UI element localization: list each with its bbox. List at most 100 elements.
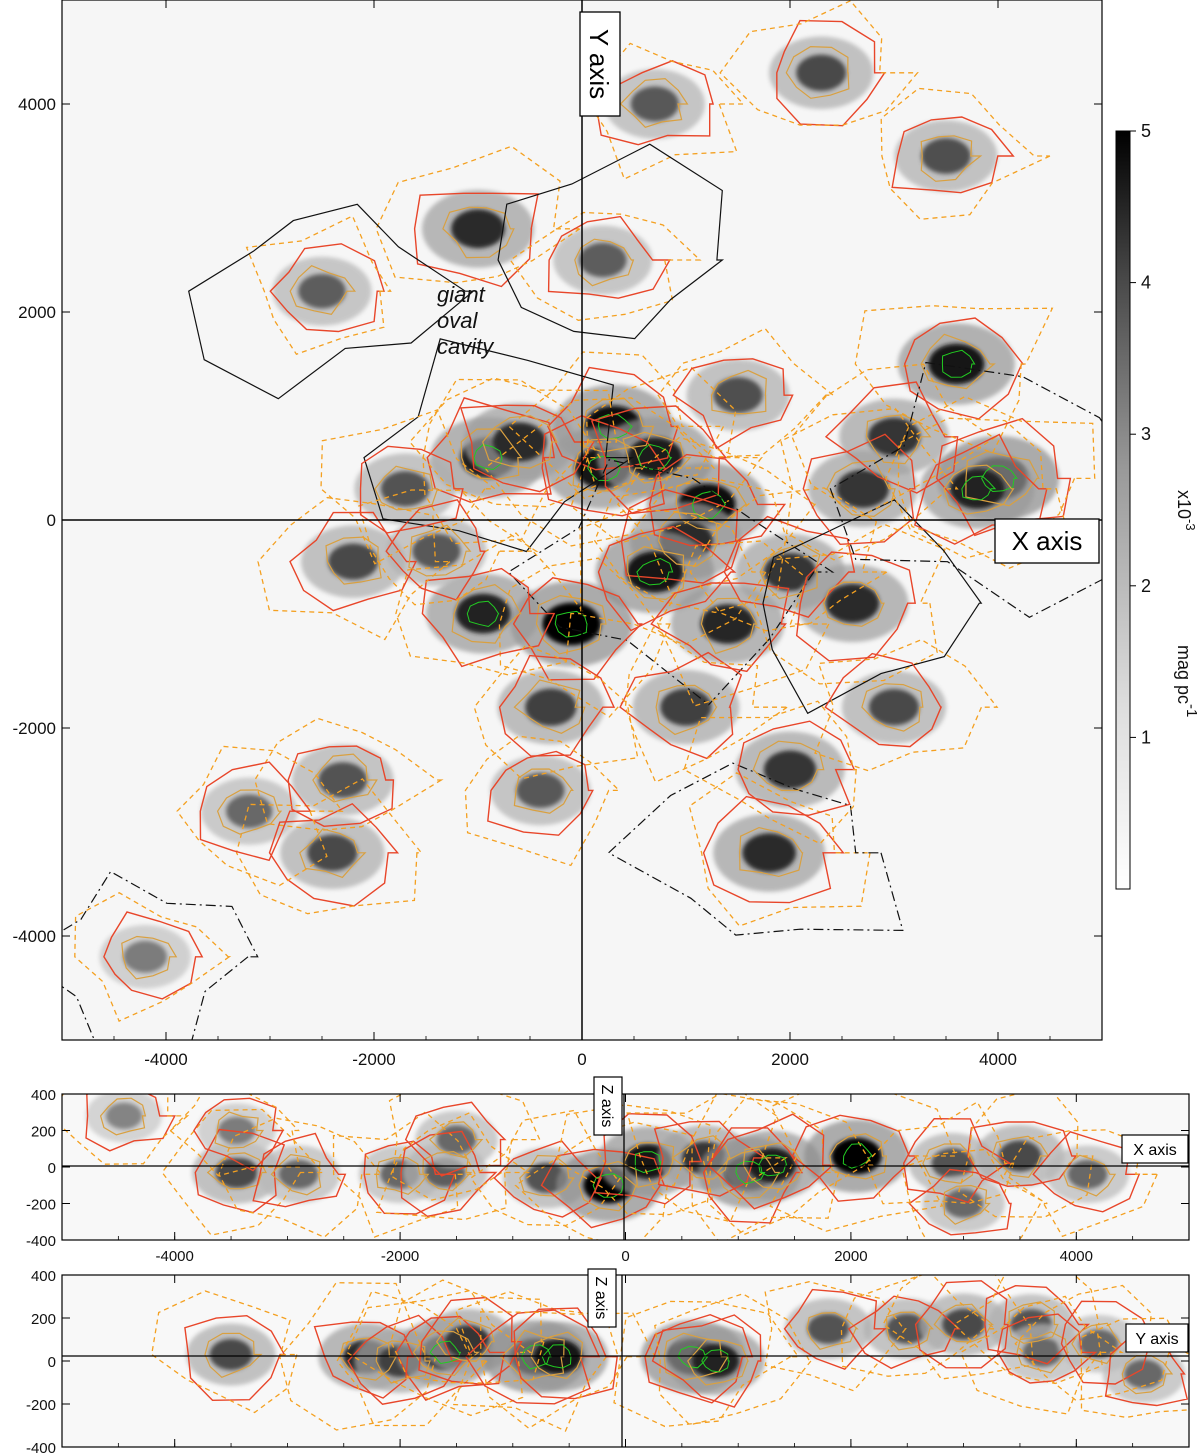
- contour-orange: [655, 684, 718, 736]
- x-axis-box: X axis: [994, 518, 1100, 564]
- x-tick-label: -4000: [144, 1050, 187, 1069]
- annotation-line-2: oval: [437, 308, 478, 333]
- y-tick-label: 400: [31, 1087, 56, 1104]
- y-tick-label: 400: [31, 1268, 56, 1285]
- contour-orange: [1071, 1322, 1123, 1365]
- y-tick-label: 4000: [18, 95, 56, 114]
- contour-green: [758, 1154, 788, 1177]
- contour-red: [984, 1284, 1091, 1365]
- contour-red: [359, 445, 464, 534]
- contour-dashed: [408, 377, 618, 508]
- density-blob-core: [807, 1313, 850, 1344]
- contour-orange: [991, 1135, 1050, 1179]
- contour-orange: [933, 1303, 995, 1343]
- svg-text:Z axis: Z axis: [598, 1085, 615, 1128]
- contour-red: [776, 19, 886, 127]
- contour-dashed: [336, 1290, 489, 1427]
- contour-black: [363, 338, 635, 553]
- contour-red: [783, 1288, 887, 1371]
- density-blob-core: [542, 602, 601, 646]
- contour-dashed: [764, 1281, 907, 1392]
- contour-dashed: [395, 532, 586, 676]
- density-blob-core: [825, 583, 880, 623]
- density-blob-core: [867, 417, 921, 456]
- x-tick-label: 0: [621, 1248, 629, 1265]
- contour-red: [597, 525, 737, 632]
- contour-red: [902, 1117, 1013, 1204]
- contour-red: [347, 1314, 463, 1405]
- contour-red: [547, 366, 679, 471]
- density-blob-core: [226, 794, 273, 828]
- contour-red: [547, 215, 672, 299]
- contour-dashed: [332, 1111, 477, 1238]
- contour-red: [395, 1315, 506, 1401]
- contour-green: [701, 1349, 730, 1373]
- density-blob-core: [748, 1147, 796, 1183]
- y-axis-box: Y axis: [579, 11, 621, 117]
- y-tick-label: 0: [48, 1160, 56, 1177]
- density-blob-core: [942, 1308, 985, 1341]
- density-blob-core: [1067, 1159, 1108, 1189]
- contour-dashed: [473, 644, 639, 780]
- contour-orange: [922, 1143, 975, 1184]
- density-blob-core: [516, 772, 565, 808]
- contour-dashed: [375, 145, 582, 284]
- density-blob-core: [579, 242, 627, 278]
- giant-oval-cavity-annotation: giant oval cavity: [437, 282, 495, 359]
- density-blob-core: [451, 209, 505, 249]
- contour-dashed: [464, 735, 621, 867]
- contour-orange: [216, 789, 283, 835]
- contour-green: [429, 1340, 462, 1365]
- contour-red: [385, 499, 486, 601]
- contour-orange: [574, 238, 635, 287]
- contour-red: [268, 802, 400, 907]
- density-blob-core: [215, 1156, 259, 1189]
- contour-red: [194, 1128, 286, 1214]
- contour-green: [541, 1344, 572, 1369]
- contour-dashed: [953, 1275, 1103, 1385]
- contour-orange: [325, 536, 382, 585]
- contour-dashed: [245, 215, 392, 355]
- y-tick-label: -2000: [13, 719, 56, 738]
- contour-dashed: [616, 436, 817, 595]
- contour-dashed: [901, 1148, 1048, 1240]
- contour-orange: [865, 414, 932, 465]
- contour-black: [607, 762, 904, 936]
- contour-dashed: [780, 407, 959, 561]
- contour-red: [400, 1130, 498, 1218]
- contour-orange: [675, 477, 748, 532]
- contour-orange: [785, 45, 850, 99]
- contour-dashed: [657, 540, 830, 707]
- contour-dashed: [484, 397, 716, 547]
- contour-orange: [626, 546, 686, 601]
- colorbar-tick-label: 4: [1141, 273, 1151, 293]
- contour-dashed: [706, 1097, 874, 1236]
- contour-orange: [920, 135, 983, 182]
- density-blob-core: [660, 688, 712, 726]
- contour-orange: [920, 333, 996, 390]
- contour-dashed: [593, 477, 789, 614]
- contour-green: [691, 490, 726, 519]
- annotation-line-1: giant: [437, 282, 486, 307]
- xy-contours: [62, 0, 1102, 1040]
- contour-orange: [885, 1311, 934, 1351]
- y-tick-label: 200: [31, 1311, 56, 1328]
- svg-text:x10-3: x10-3: [1174, 490, 1198, 531]
- y-tick-label: 0: [47, 511, 56, 530]
- contour-orange: [499, 1329, 565, 1382]
- contour-red: [287, 745, 395, 828]
- colorbar: 1 2 3 4 5 x10-3 mag pc-1: [1115, 121, 1200, 890]
- contour-dashed: [791, 363, 998, 517]
- density-blob-core: [209, 1338, 253, 1371]
- contour-orange: [861, 683, 924, 732]
- colorbar-tick-label: 1: [1141, 727, 1151, 747]
- density-blob-core: [217, 1116, 256, 1145]
- density-blob-core: [836, 469, 889, 508]
- contour-orange: [657, 511, 720, 567]
- contour-dashed: [579, 508, 767, 646]
- xy-ticks: -4000 -2000 0 2000 4000 -4000 -2000 0 2000 4000: [13, 0, 1103, 1069]
- contour-orange: [806, 1311, 859, 1350]
